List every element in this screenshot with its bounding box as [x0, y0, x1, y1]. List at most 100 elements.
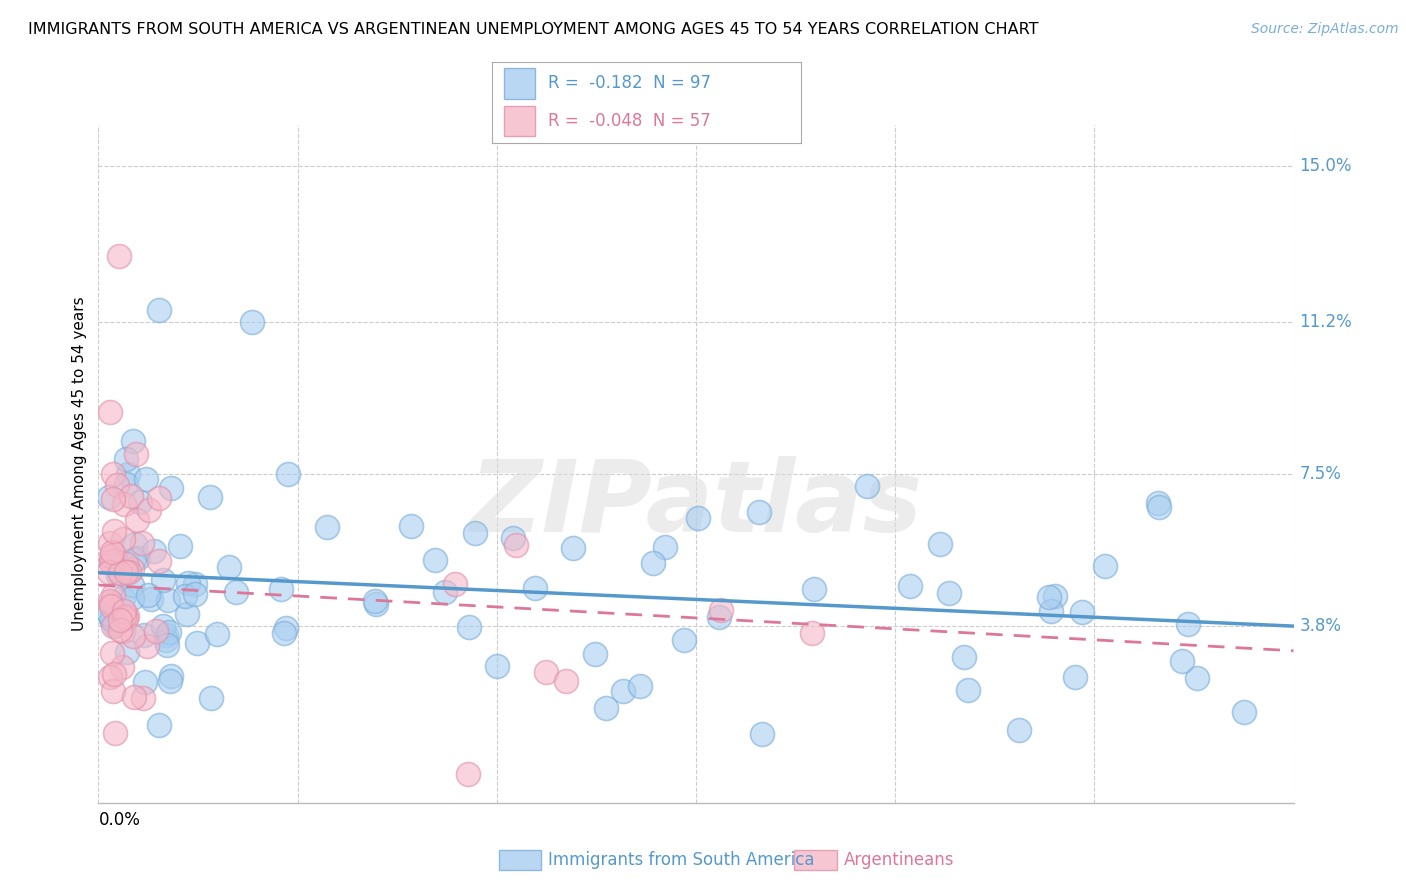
FancyBboxPatch shape — [505, 68, 536, 99]
Point — [1063, 671, 1085, 685]
Point — [502, 531, 524, 545]
Point — [120, 489, 142, 503]
Point — [583, 647, 606, 661]
Point — [103, 548, 125, 562]
Point — [169, 539, 191, 553]
Point — [273, 625, 295, 640]
Point — [225, 585, 247, 599]
Point — [112, 497, 135, 511]
Point — [1008, 723, 1031, 738]
Point — [117, 645, 139, 659]
Point — [205, 627, 228, 641]
Text: Immigrants from South America: Immigrants from South America — [548, 851, 815, 869]
Point — [103, 467, 125, 482]
Point — [457, 767, 479, 781]
Point — [98, 565, 121, 579]
Point — [139, 592, 162, 607]
Point — [1071, 605, 1094, 619]
Point — [156, 638, 179, 652]
Point — [100, 599, 122, 614]
Point — [524, 581, 547, 595]
Point — [138, 503, 160, 517]
Point — [122, 552, 145, 566]
Point — [276, 622, 298, 636]
Point — [118, 565, 141, 579]
Point — [129, 495, 152, 509]
Point — [505, 538, 527, 552]
Point — [135, 639, 157, 653]
Point — [534, 665, 557, 680]
Point — [673, 632, 696, 647]
Text: 7.5%: 7.5% — [1299, 465, 1341, 483]
Point — [801, 626, 824, 640]
Point — [710, 603, 733, 617]
Point — [100, 612, 122, 626]
Point — [1147, 495, 1170, 509]
Point — [115, 611, 138, 625]
Point — [148, 718, 170, 732]
Point — [1177, 616, 1199, 631]
Point — [160, 481, 183, 495]
Point — [111, 591, 134, 606]
Point — [124, 537, 146, 551]
Point — [108, 566, 131, 581]
Point — [107, 568, 129, 582]
Text: 11.2%: 11.2% — [1299, 313, 1353, 331]
Text: 3.8%: 3.8% — [1299, 617, 1341, 635]
Point — [628, 679, 651, 693]
Point — [555, 674, 578, 689]
Point — [444, 577, 467, 591]
Point — [121, 591, 143, 605]
Point — [316, 520, 339, 534]
Point — [751, 727, 773, 741]
Point — [148, 302, 170, 317]
Point — [108, 623, 131, 637]
Point — [277, 467, 299, 482]
Point — [121, 577, 143, 591]
Point — [135, 472, 157, 486]
Point — [117, 467, 139, 482]
Point — [112, 604, 135, 618]
Point — [125, 446, 148, 460]
Point — [100, 556, 122, 570]
Point — [143, 544, 166, 558]
Point — [184, 577, 207, 591]
Point — [115, 609, 138, 624]
Point — [929, 537, 952, 551]
Point — [98, 670, 121, 684]
Point — [98, 405, 121, 419]
Point — [200, 690, 222, 705]
Point — [152, 573, 174, 587]
Point — [1045, 590, 1067, 604]
Point — [1039, 604, 1062, 618]
Point — [114, 557, 136, 571]
Point — [148, 491, 170, 505]
Point — [112, 610, 135, 624]
Point — [240, 315, 263, 329]
Text: Source: ZipAtlas.com: Source: ZipAtlas.com — [1251, 22, 1399, 37]
Point — [1171, 654, 1194, 668]
Point — [423, 552, 446, 566]
Point — [198, 490, 221, 504]
Point — [938, 586, 960, 600]
Point — [218, 559, 240, 574]
Text: 15.0%: 15.0% — [1299, 157, 1353, 175]
Point — [155, 633, 177, 648]
Point — [121, 562, 143, 576]
Point — [114, 451, 136, 466]
Point — [434, 585, 457, 599]
Point — [1094, 558, 1116, 573]
Y-axis label: Unemployment Among Ages 45 to 54 years: Unemployment Among Ages 45 to 54 years — [72, 296, 87, 632]
Point — [105, 478, 128, 492]
Point — [131, 690, 153, 705]
Point — [145, 624, 167, 639]
Point — [110, 614, 132, 628]
Point — [111, 624, 134, 638]
Point — [127, 551, 149, 566]
Point — [612, 683, 634, 698]
Point — [464, 526, 486, 541]
Point — [688, 510, 710, 524]
Point — [366, 597, 388, 611]
Point — [103, 524, 125, 539]
Point — [98, 535, 121, 549]
